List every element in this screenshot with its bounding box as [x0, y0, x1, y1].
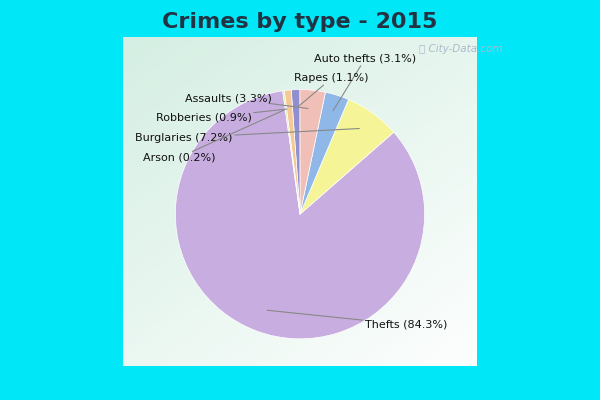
- Wedge shape: [300, 92, 349, 214]
- Text: Crimes by type - 2015: Crimes by type - 2015: [163, 12, 437, 32]
- Wedge shape: [300, 100, 394, 214]
- Wedge shape: [300, 90, 325, 214]
- Wedge shape: [175, 91, 425, 339]
- Text: Auto thefts (3.1%): Auto thefts (3.1%): [314, 54, 416, 111]
- Text: Assaults (3.3%): Assaults (3.3%): [185, 93, 308, 108]
- Wedge shape: [284, 90, 300, 214]
- Wedge shape: [291, 90, 300, 214]
- Text: Arson (0.2%): Arson (0.2%): [143, 110, 283, 162]
- Wedge shape: [283, 90, 300, 214]
- Text: Thefts (84.3%): Thefts (84.3%): [267, 310, 448, 330]
- Text: Robberies (0.9%): Robberies (0.9%): [156, 109, 287, 123]
- Text: ⓘ City-Data.com: ⓘ City-Data.com: [419, 44, 502, 54]
- Text: Burglaries (7.2%): Burglaries (7.2%): [134, 128, 359, 143]
- Text: Rapes (1.1%): Rapes (1.1%): [295, 73, 369, 106]
